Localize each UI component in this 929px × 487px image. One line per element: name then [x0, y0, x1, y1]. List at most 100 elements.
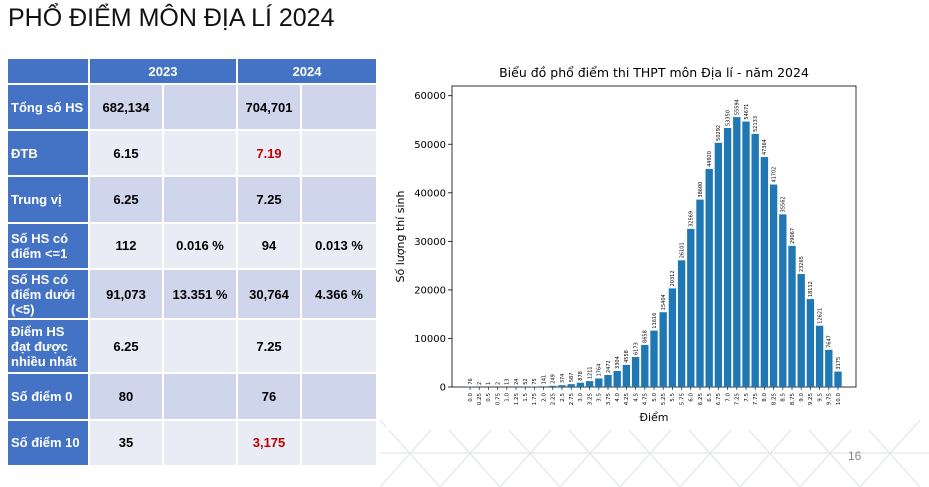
bar [769, 184, 778, 387]
y-axis-label: Số lượng thí sinh [394, 190, 407, 282]
y-tick-label: 30000 [414, 237, 446, 248]
bar [825, 349, 833, 387]
header-2023: 2023 [90, 59, 237, 83]
x-tick-label: 5.25 [661, 393, 667, 406]
bar [631, 357, 640, 387]
value-2023: 91,073 [90, 269, 162, 319]
x-tick-label: 6.75 [716, 393, 722, 406]
bar-value-label: 1764 [597, 364, 603, 377]
percent-2023 [164, 85, 237, 130]
value-2024: 76 [238, 374, 301, 419]
bar-value-label: 11616 [652, 313, 658, 329]
bar [650, 330, 658, 387]
table-header-row: 2023 2024 [8, 59, 377, 83]
slide-title: PHỔ ĐIỂM MÔN ĐỊA LÍ 2024 [8, 4, 335, 32]
bar-value-label: 23265 [799, 256, 805, 272]
x-tick-label: 9.0 [799, 393, 805, 402]
bar-value-label: 75 [532, 378, 538, 384]
percent-2024 [302, 177, 377, 222]
value-2023: 6.25 [90, 177, 162, 222]
chart-title: Biểu đồ phổ điểm thi THPT môn Địa lí - n… [499, 65, 809, 80]
table-corner-cell [8, 59, 88, 83]
bar-value-label: 52133 [753, 116, 759, 132]
table-row: ĐTB 6.15 7.19 [8, 131, 377, 176]
table-row: Số HS có điểm dưới (<5) 91,073 13.351 % 30,… [8, 269, 377, 319]
value-2023: 112 [90, 223, 162, 268]
y-tick-label: 0 [440, 383, 446, 394]
bar-value-label: 15404 [661, 294, 667, 310]
x-tick-label: 4.75 [643, 393, 649, 406]
bar-value-label: 8658 [643, 330, 649, 343]
bar-value-label: 32569 [689, 211, 695, 227]
x-tick-label: 8.25 [771, 393, 777, 406]
bar [595, 378, 603, 387]
bar-value-label: 35562 [781, 196, 787, 212]
x-tick-label: 7.0 [725, 393, 731, 402]
bar [687, 228, 695, 387]
bar [604, 374, 612, 387]
bar-value-label: 7647 [827, 335, 833, 348]
percent-2023 [164, 374, 237, 419]
percent-2024: 0.013 % [302, 223, 377, 268]
x-tick-label: 10.0 [836, 393, 842, 406]
row-label: Tổng số HS [8, 85, 88, 130]
bar-value-label: 12621 [817, 308, 823, 324]
bar-value-label: 18112 [808, 281, 814, 297]
table-row: Số điểm 0 80 76 [8, 374, 377, 419]
value-2024: 7.19 [238, 131, 301, 176]
bar-value-label: 50292 [716, 125, 722, 141]
x-tick-label: 1.75 [532, 393, 538, 406]
bar [696, 199, 704, 387]
bar [558, 385, 566, 387]
percent-2024 [302, 420, 377, 465]
bar-value-label: 3175 [836, 357, 842, 370]
bar [677, 260, 686, 387]
x-tick-label: 5.0 [652, 393, 658, 402]
percent-2023 [164, 177, 237, 222]
y-tick-label: 40000 [414, 188, 446, 199]
bar-value-label: 13 [505, 379, 511, 385]
bar-value-label: 1211 [587, 366, 593, 379]
bar-value-label: 47364 [762, 139, 768, 155]
bar-value-label: 1 [486, 382, 492, 385]
y-tick-label: 50000 [414, 140, 446, 151]
percent-2023 [164, 131, 237, 176]
bar-value-label: 4558 [624, 350, 630, 363]
bar [806, 299, 815, 387]
percent-2023: 0.016 % [164, 223, 237, 268]
row-label: Điểm HS đạt được nhiều nhất [8, 320, 88, 373]
value-2023: 80 [90, 374, 162, 419]
header-2024: 2024 [238, 59, 377, 83]
bar [549, 385, 557, 387]
x-tick-label: 6.25 [698, 393, 704, 406]
bar [788, 245, 796, 387]
bar-value-label: 2472 [606, 360, 612, 373]
percent-2024 [302, 320, 377, 373]
bar [733, 117, 741, 387]
score-distribution-chart: Biểu đồ phổ điểm thi THPT môn Địa lí - n… [386, 58, 883, 430]
x-tick-label: 2.75 [569, 393, 575, 406]
x-tick-label: 5.5 [670, 393, 676, 402]
x-tick-label: 0.5 [486, 393, 492, 402]
bar [668, 288, 677, 387]
x-tick-label: 7.75 [753, 393, 759, 406]
value-2024: 30,764 [238, 269, 301, 319]
bar [714, 142, 723, 387]
bar [585, 381, 594, 387]
percent-2024: 4.366 % [302, 269, 377, 319]
bar-value-label: 29067 [790, 228, 796, 244]
value-2024: 7.25 [238, 177, 301, 222]
x-tick-label: 1.0 [505, 393, 511, 402]
x-tick-label: 5.75 [679, 393, 685, 406]
bar-value-label: 26101 [679, 242, 685, 258]
value-2024: 94 [238, 223, 301, 268]
bar-value-label: 587 [569, 373, 575, 383]
table-row: Điểm HS đạt được nhiều nhất 6.25 7.25 [8, 320, 377, 373]
bar-value-label: 53350 [725, 110, 731, 126]
bar [742, 121, 750, 387]
x-tick-label: 8.0 [762, 393, 768, 402]
x-axis-label: Điểm [639, 411, 668, 424]
bar-value-label: 41702 [771, 167, 777, 183]
percent-2023 [164, 320, 237, 373]
x-tick-label: 6.0 [689, 393, 695, 402]
